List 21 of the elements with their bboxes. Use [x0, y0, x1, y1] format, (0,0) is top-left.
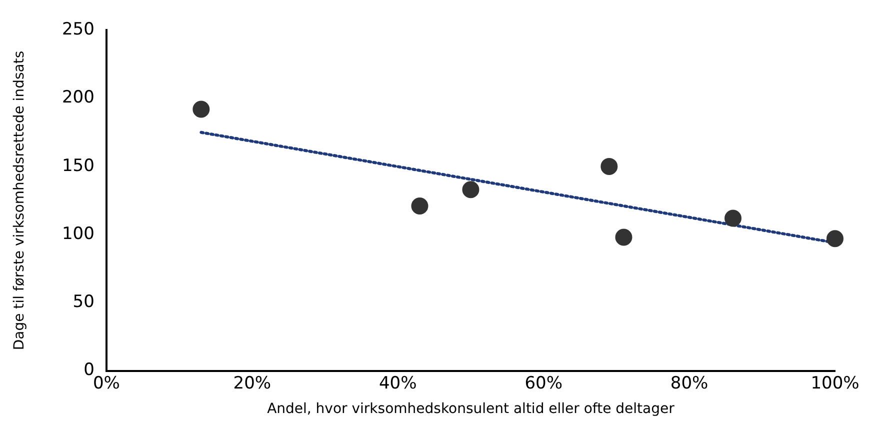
x-tick-label: 40% — [378, 373, 417, 394]
x-axis-title: Andel, hvor virksomhedskonsulent altid eller ofte deltager — [267, 401, 675, 418]
x-tick-label: 80% — [670, 373, 708, 394]
point — [462, 181, 480, 198]
y-tick-label: 150 — [62, 156, 94, 176]
x-tick-label: 60% — [524, 373, 562, 394]
x-tick-label: 100% — [810, 373, 860, 394]
x-tick-label: 20% — [233, 373, 272, 394]
point — [192, 100, 210, 118]
y-axis-title: Dage til første virksomhedsrettede indsats — [12, 50, 28, 350]
point — [615, 228, 632, 246]
y-tick-label: 250 — [62, 20, 94, 40]
point — [826, 230, 844, 248]
y-tick-label: 50 — [72, 292, 94, 312]
point — [411, 197, 428, 214]
point — [600, 158, 618, 175]
y-tick-label: 0 — [84, 360, 94, 380]
y-tick-label: 200 — [62, 88, 94, 108]
point — [724, 210, 742, 227]
x-tick-label: 0% — [92, 373, 120, 394]
y-tick-label: 100 — [62, 224, 94, 244]
